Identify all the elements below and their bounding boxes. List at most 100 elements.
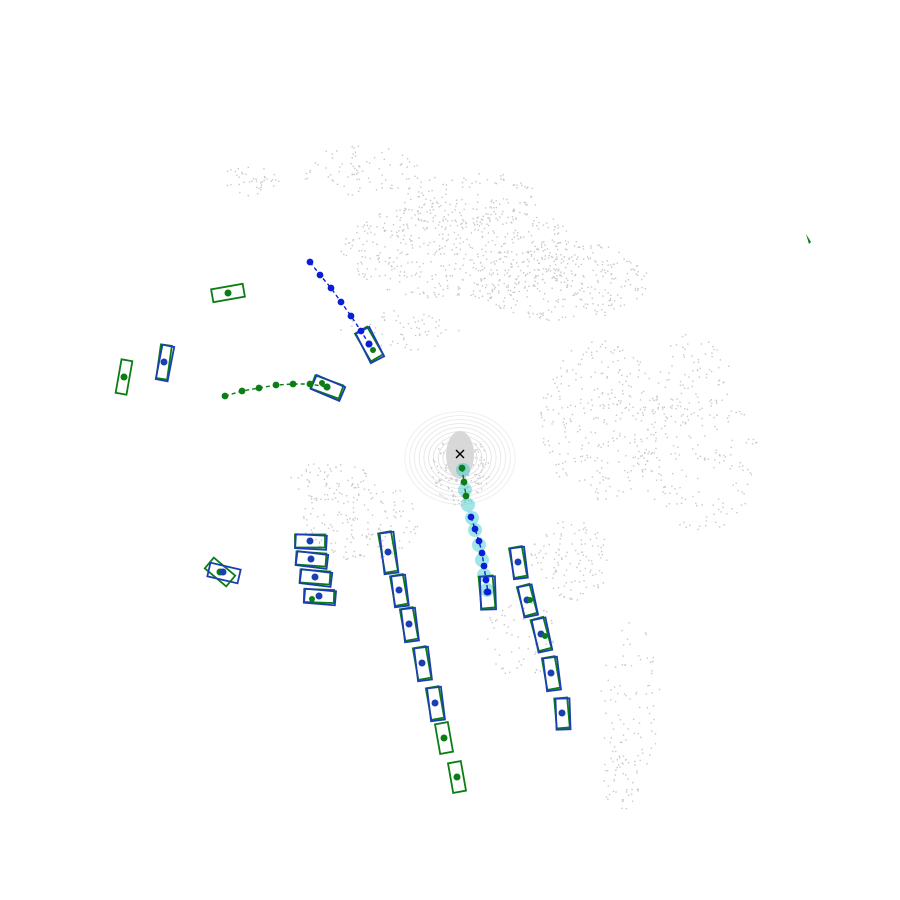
lidar-point [557,522,559,524]
lidar-point [684,421,687,424]
lidar-point [503,255,506,258]
lidar-point [354,151,357,153]
lidar-point [718,461,721,464]
trajectory-point [337,298,345,306]
lidar-point [623,693,626,695]
lidar-point [380,344,383,347]
lidar-point [558,463,560,465]
lidar-point [482,254,484,257]
lidar-point [381,174,383,176]
lidar-point [512,311,515,314]
lidar-point [402,326,405,328]
lidar-point [577,292,579,294]
lidar-point [615,769,617,771]
lidar-point [347,479,349,482]
lidar-point [496,618,498,621]
lidar-point [696,369,699,372]
lidar-point [438,479,440,481]
lidar-point [755,442,757,444]
lidar-point [599,472,601,474]
lidar-point [409,238,411,240]
lidar-point [680,502,683,504]
lidar-point [628,385,630,387]
lidar-point [542,314,544,316]
lidar-point [474,224,476,226]
lidar-point [312,507,314,510]
lidar-point [485,482,488,485]
lidar-point [358,190,360,192]
lidar-point [516,262,518,264]
lidar-point [442,443,444,445]
lidar-point [416,326,418,329]
lidar-point [396,231,398,234]
lidar-point [550,395,553,397]
lidar-point [629,396,632,398]
lidar-point [618,369,620,372]
lidar-point [427,244,429,246]
lidar-point [662,491,664,493]
lidar-point [356,178,358,181]
lidar-point [567,241,569,243]
lidar-point [332,551,334,553]
lidar-point [648,684,651,687]
lidar-point [424,220,426,222]
lidar-point [478,297,480,299]
lidar-point [495,182,498,185]
lidar-point [417,212,420,215]
lidar-point [610,294,612,296]
lidar-point [676,398,678,400]
lidar-point [394,516,397,519]
lidar-point [722,506,724,508]
lidar-point [650,722,653,724]
lidar-point [718,379,721,381]
lidar-point [531,554,533,556]
trajectory-point [347,312,355,320]
lidar-point [360,261,362,263]
lidar-point [656,396,658,399]
lidar-point [587,286,589,289]
lidar-point [662,408,664,410]
lidar-point [398,547,401,549]
lidar-point [226,170,229,172]
lidar-point [491,199,493,201]
lidar-point [594,533,596,536]
lidar-point [360,249,363,252]
lidar-point [540,313,543,315]
lidar-point [371,514,374,516]
lidar-point [403,531,405,534]
lidar-point [582,248,585,250]
lidar-point [511,634,513,636]
lidar-point [464,203,467,205]
lidar-point [487,224,490,227]
lidar-point [480,278,482,280]
lidar-point [624,664,626,666]
lidar-point [386,517,388,519]
lidar-point [679,405,682,408]
lidar-point [540,562,542,564]
lidar-point [596,279,599,282]
lidar-point [611,278,613,280]
lidar-point [509,294,511,296]
lidar-point [568,258,570,260]
lidar-point [574,292,576,294]
lidar-point [637,462,639,464]
lidar-point [490,274,493,276]
lidar-point [448,487,450,490]
lidar-point [444,245,446,247]
lidar-point [752,438,755,441]
lidar-point [644,406,647,409]
predicted-box [426,685,446,723]
lidar-point [474,473,476,476]
lidar-point [626,375,628,378]
predicted-box [542,655,562,693]
lidar-point [490,207,493,209]
lidar-point [313,463,315,465]
lidar-point [418,266,421,268]
lidar-point [495,260,497,262]
lidar-point [359,187,361,189]
lidar-point [348,241,350,244]
lidar-point [308,481,311,483]
lidar-point [602,295,604,297]
lidar-point [440,253,442,255]
lidar-point [574,580,576,582]
